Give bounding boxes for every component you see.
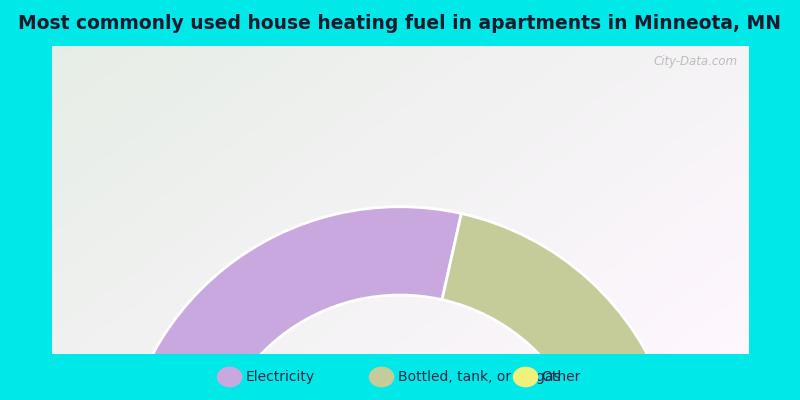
- Text: Electricity: Electricity: [246, 370, 314, 384]
- Ellipse shape: [369, 367, 394, 387]
- Ellipse shape: [217, 367, 242, 387]
- Text: Bottled, tank, or LP gas: Bottled, tank, or LP gas: [398, 370, 560, 384]
- Text: Other: Other: [542, 370, 581, 384]
- Text: Most commonly used house heating fuel in apartments in Minneota, MN: Most commonly used house heating fuel in…: [18, 14, 782, 34]
- Text: City-Data.com: City-Data.com: [654, 55, 738, 68]
- Wedge shape: [442, 214, 667, 400]
- Ellipse shape: [513, 367, 538, 387]
- Wedge shape: [118, 207, 462, 400]
